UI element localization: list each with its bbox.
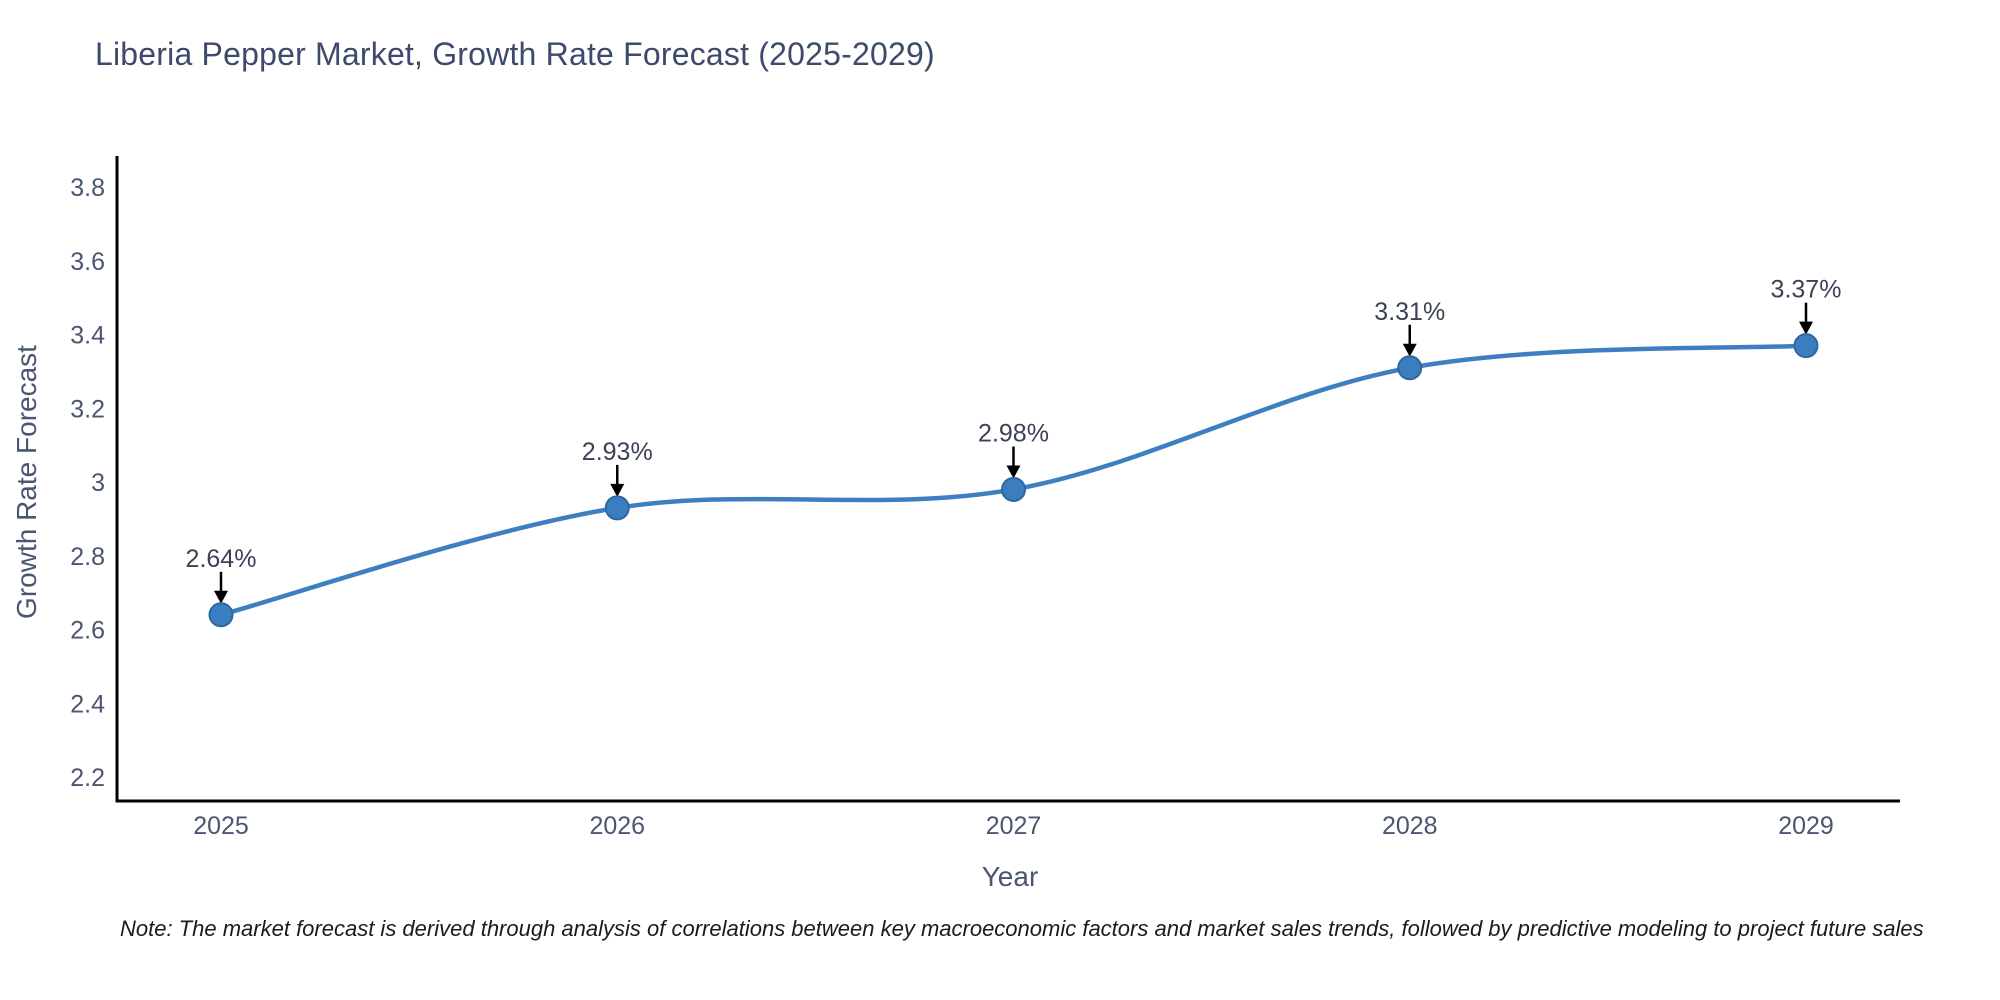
annotation-arrowhead-icon — [1402, 343, 1417, 357]
y-tick-label: 3.6 — [70, 248, 105, 276]
x-tick-label: 2028 — [1382, 812, 1438, 840]
y-tick-label: 2.4 — [70, 690, 105, 718]
annotation-arrowhead-icon — [1799, 321, 1813, 335]
data-point-label: 2.93% — [582, 438, 653, 466]
x-tick-label: 2027 — [986, 812, 1042, 840]
y-tick-label: 3 — [91, 469, 105, 497]
data-point-label: 3.31% — [1374, 298, 1445, 326]
data-point-marker — [208, 602, 234, 628]
x-tick-label: 2025 — [193, 812, 249, 840]
y-axis-title: Growth Rate Forecast — [11, 345, 42, 619]
annotation-arrowhead-icon — [1006, 465, 1021, 479]
data-point-marker — [1793, 333, 1819, 359]
chart-title: Liberia Pepper Market, Growth Rate Forec… — [95, 36, 935, 72]
y-tick-label: 3.8 — [70, 174, 105, 202]
data-point-marker — [1001, 476, 1026, 502]
annotation-arrowhead-icon — [214, 590, 228, 604]
y-tick-label: 2.6 — [70, 617, 105, 645]
x-tick-label: 2026 — [589, 812, 645, 840]
annotation-arrowhead-icon — [610, 483, 625, 497]
data-point-label: 3.37% — [1771, 276, 1842, 304]
data-point-marker — [1397, 355, 1423, 381]
data-point-label: 2.98% — [978, 419, 1049, 447]
x-tick-label: 2029 — [1778, 812, 1834, 840]
footnote: Note: The market forecast is derived thr… — [120, 916, 1924, 941]
x-axis-title: Year — [982, 861, 1039, 892]
data-point-label: 2.64% — [186, 545, 257, 573]
y-tick-label: 2.2 — [70, 764, 105, 792]
y-tick-label: 3.2 — [70, 395, 105, 423]
data-point-marker — [604, 495, 630, 521]
y-tick-label: 2.8 — [70, 543, 105, 571]
y-tick-label: 3.4 — [70, 322, 105, 350]
